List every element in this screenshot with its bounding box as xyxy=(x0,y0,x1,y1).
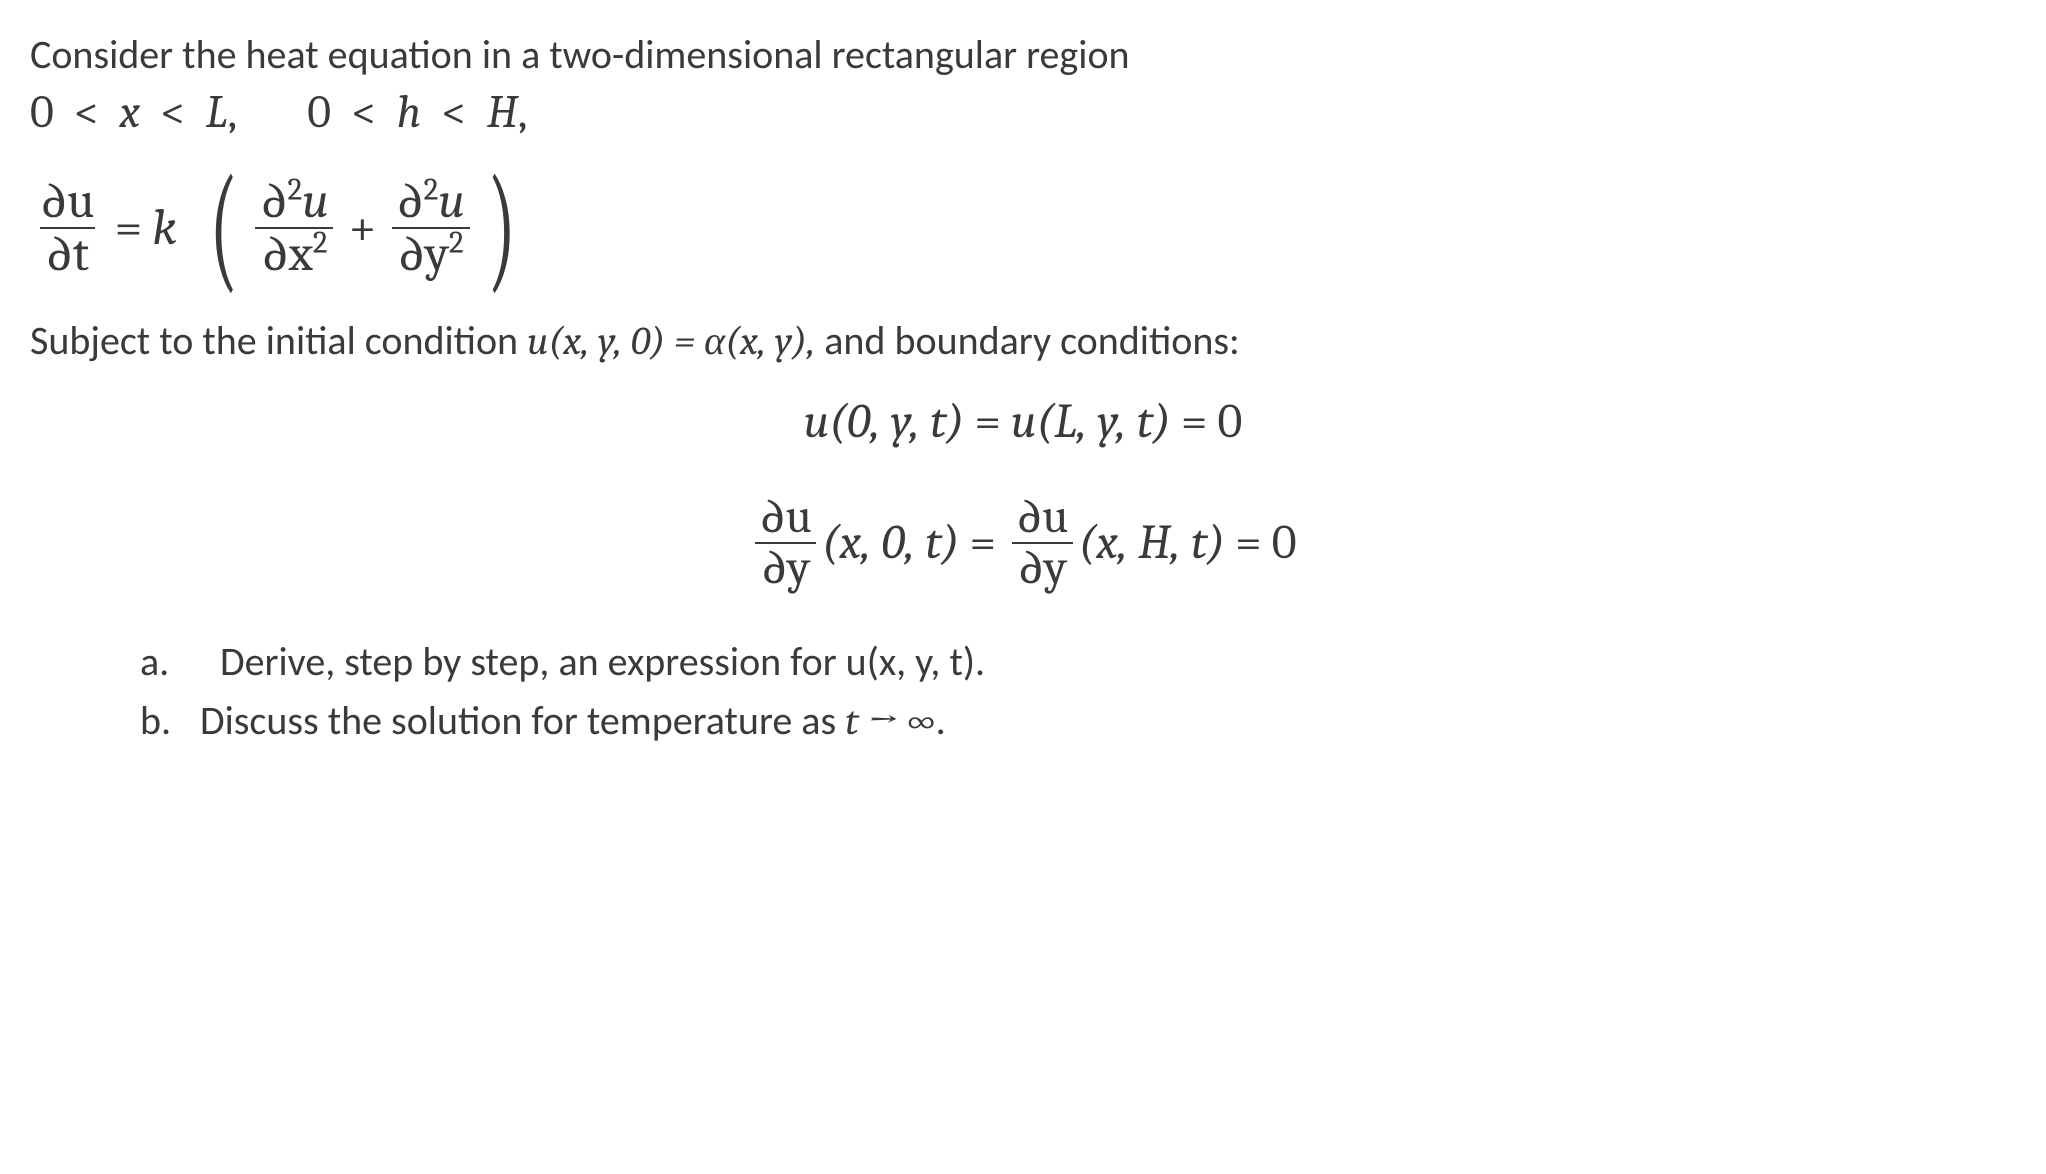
domain-y-lower: 0 xyxy=(307,86,331,139)
domain-x-upper: L xyxy=(206,86,228,139)
t2-den-a: ∂y xyxy=(398,225,449,283)
bc1-b: u(L, y, t) xyxy=(1011,394,1171,449)
ic-eq: = xyxy=(665,318,704,364)
lt-2: < xyxy=(160,86,185,139)
bc1-eq1: = xyxy=(974,394,1001,449)
bc2-args1: (x, 0, t) xyxy=(822,515,960,570)
boundary-conditions: u(0, y, t) = u(L, y, t) = 0 ∂u ∂y (x, 0,… xyxy=(30,394,2016,593)
d2u-dx2: ∂2u ∂x2 xyxy=(254,176,334,280)
ic-post: and boundary conditions: xyxy=(815,316,1240,365)
bc1-zero: 0 xyxy=(1218,394,1243,449)
lt-1: < xyxy=(74,86,99,139)
t1-den-exp: 2 xyxy=(313,224,328,260)
domain-x-lower: 0 xyxy=(30,86,54,139)
bc-dirichlet: u(0, y, t) = u(L, y, t) = 0 xyxy=(30,394,2016,449)
bc2-frac2: ∂u ∂y xyxy=(1010,493,1074,593)
part-a: a. Derive, step by step, an expression f… xyxy=(140,637,2016,686)
t2-num-b: u xyxy=(438,172,465,230)
bc1-a: u(0, y, t) xyxy=(804,394,965,449)
t1-num-exp: 2 xyxy=(287,171,302,207)
t2-num-a: ∂ xyxy=(396,172,423,230)
part-a-text: Derive, step by step, an expression for … xyxy=(220,637,985,686)
comma-1: , xyxy=(228,86,237,139)
equals-main: = xyxy=(115,199,143,257)
t1-num-a: ∂ xyxy=(260,172,287,230)
part-a-label: a. xyxy=(140,637,200,686)
ic-rhs: α(x, y), xyxy=(704,318,815,364)
t1-den-a: ∂x xyxy=(261,225,312,283)
ic-pre: Subject to the initial condition xyxy=(30,316,527,365)
rparen: ) xyxy=(487,175,516,280)
part-b-limit: t → ∞ xyxy=(845,698,935,744)
part-b-text-pre: Discuss the solution for temperature as xyxy=(200,696,836,745)
domain-x-var: x xyxy=(120,86,141,139)
plus: + xyxy=(349,199,377,257)
du-dt-num: ∂u xyxy=(40,172,95,230)
part-b: b. Discuss the solution for temperature … xyxy=(140,696,2016,745)
domain-line: 0 < x < L, 0 < h < H, xyxy=(30,86,2016,139)
du-dt-den: ∂t xyxy=(46,225,90,283)
domain-y-var: h xyxy=(397,86,421,139)
bc2-f2-num: ∂u xyxy=(1010,493,1074,542)
bc2-frac1: ∂u ∂y xyxy=(753,493,817,593)
du-dt: ∂u ∂t xyxy=(34,176,101,280)
bc2-args2: (x, H, t) xyxy=(1079,515,1226,570)
coef-k: k xyxy=(152,199,176,257)
comma-2: , xyxy=(518,86,527,139)
bc2-f2-den: ∂y xyxy=(1012,542,1073,593)
lt-3: < xyxy=(351,86,376,139)
part-b-period: . xyxy=(936,696,946,745)
lt-4: < xyxy=(441,86,466,139)
lparen: ( xyxy=(209,175,238,280)
d2u-dy2: ∂2u ∂y2 xyxy=(390,176,470,280)
question-parts: a. Derive, step by step, an expression f… xyxy=(140,637,2016,745)
ic-lhs: u(x, y, 0) xyxy=(527,318,665,364)
heat-equation: ∂u ∂t = k ( ∂2u ∂x2 + ∂2u ∂y2 ) xyxy=(30,175,2016,280)
bc2-f1-num: ∂u xyxy=(753,493,817,542)
t2-den-exp: 2 xyxy=(449,224,464,260)
bc-neumann: ∂u ∂y (x, 0, t) = ∂u ∂y (x, H, t) = 0 xyxy=(30,493,2016,593)
intro-text: Consider the heat equation in a two-dime… xyxy=(30,30,2016,80)
bc2-eq1: = xyxy=(970,515,997,570)
bc2-eq2: = xyxy=(1235,515,1262,570)
bc2-f1-den: ∂y xyxy=(755,542,816,593)
domain-y-upper: H xyxy=(487,86,518,139)
part-b-label: b. xyxy=(140,696,200,745)
ic-sentence: Subject to the initial condition u(x, y,… xyxy=(30,316,2016,366)
t2-num-exp: 2 xyxy=(424,171,439,207)
t1-num-b: u xyxy=(302,172,329,230)
bc1-eq2: = xyxy=(1181,394,1208,449)
bc2-zero: 0 xyxy=(1272,515,1297,570)
